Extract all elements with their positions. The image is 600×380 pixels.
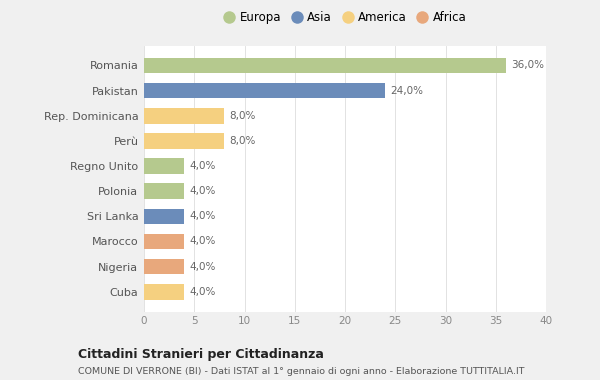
Bar xyxy=(144,158,184,174)
Bar xyxy=(144,133,224,149)
Bar xyxy=(144,234,184,249)
Text: 24,0%: 24,0% xyxy=(390,86,423,96)
Text: 4,0%: 4,0% xyxy=(189,211,215,221)
Bar xyxy=(144,259,184,274)
Bar xyxy=(144,83,385,98)
Bar xyxy=(144,284,184,299)
Text: 4,0%: 4,0% xyxy=(189,186,215,196)
Bar xyxy=(144,184,184,199)
Bar xyxy=(144,58,506,73)
Text: 8,0%: 8,0% xyxy=(229,111,256,121)
Text: COMUNE DI VERRONE (BI) - Dati ISTAT al 1° gennaio di ogni anno - Elaborazione TU: COMUNE DI VERRONE (BI) - Dati ISTAT al 1… xyxy=(78,367,524,376)
Text: 4,0%: 4,0% xyxy=(189,236,215,247)
Legend: Europa, Asia, America, Africa: Europa, Asia, America, Africa xyxy=(221,9,469,27)
Text: 4,0%: 4,0% xyxy=(189,261,215,272)
Text: 36,0%: 36,0% xyxy=(511,60,544,70)
Text: 4,0%: 4,0% xyxy=(189,161,215,171)
Bar xyxy=(144,108,224,124)
Bar xyxy=(144,209,184,224)
Text: 8,0%: 8,0% xyxy=(229,136,256,146)
Text: 4,0%: 4,0% xyxy=(189,287,215,297)
Text: Cittadini Stranieri per Cittadinanza: Cittadini Stranieri per Cittadinanza xyxy=(78,348,324,361)
